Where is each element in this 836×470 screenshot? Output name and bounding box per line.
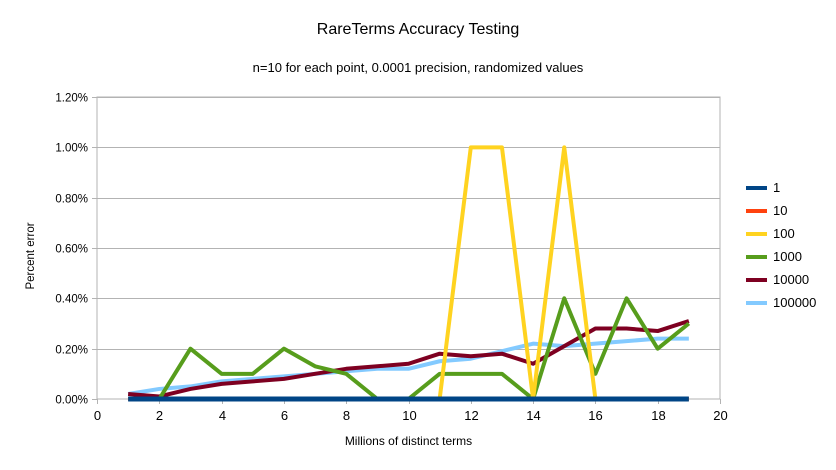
y-tick-label: 1.00% [55, 143, 88, 155]
series-line-100000 [127, 336, 689, 396]
y-tick-label: 0.00% [55, 395, 88, 407]
x-tick-label: 20 [713, 408, 727, 423]
x-axis-title: Millions of distinct terms [344, 434, 473, 448]
x-tick-label: 10 [402, 408, 416, 423]
legend-label: 10000 [773, 272, 810, 287]
legend-item: 10000 [746, 268, 816, 291]
x-tick-label: 0 [94, 408, 101, 423]
x-tick-label: 14 [526, 408, 540, 423]
series-line-100 [128, 145, 689, 401]
legend: 1 10 100 1000 10000 100000 [746, 176, 816, 314]
x-tick-label: 8 [343, 408, 350, 423]
legend-swatch [746, 231, 767, 236]
legend-item: 10 [746, 199, 816, 222]
legend-item: 100000 [746, 291, 816, 314]
legend-label: 100 [773, 226, 795, 241]
y-tick-label: 0.60% [55, 244, 88, 256]
legend-item: 1000 [746, 245, 816, 268]
legend-swatch [746, 300, 767, 305]
y-tick-label: 1.20% [55, 93, 88, 105]
series-line-10000 [127, 319, 690, 399]
chart-title: RareTerms Accuracy Testing [316, 21, 520, 38]
x-tick-label: 18 [651, 408, 665, 423]
legend-swatch [746, 185, 767, 190]
y-tick-label: 0.20% [55, 345, 88, 357]
legend-item: 1 [746, 176, 816, 199]
chart-subtitle: n=10 for each point, 0.0001 precision, r… [252, 60, 584, 75]
legend-item: 100 [746, 222, 816, 245]
legend-label: 1 [773, 180, 781, 195]
legend-swatch [746, 208, 767, 213]
legend-swatch [746, 254, 767, 259]
x-tick-label: 16 [588, 408, 602, 423]
legend-swatch [746, 277, 767, 282]
legend-label: 10 [773, 203, 788, 218]
y-tick-label: 0.80% [55, 194, 88, 206]
y-tick-label: 0.40% [55, 294, 88, 306]
legend-label: 1000 [773, 249, 802, 264]
x-tick-label: 2 [156, 408, 163, 423]
x-tick-label: 4 [219, 408, 226, 423]
x-tick-label: 6 [281, 408, 288, 423]
y-axis-title: Percent error [25, 222, 37, 290]
x-tick-label: 12 [464, 408, 478, 423]
legend-label: 100000 [773, 295, 817, 310]
